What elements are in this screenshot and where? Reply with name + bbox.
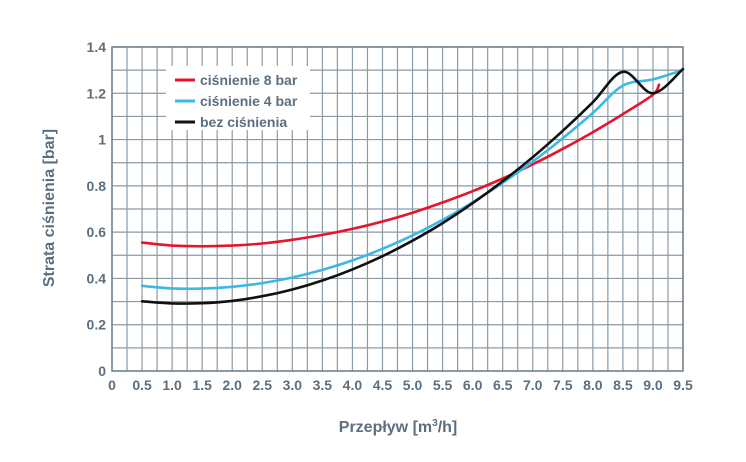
y-axis-ticks: 0 0.2 0.4 0.6 0.8 1 1.2 1.4 — [87, 39, 107, 379]
series-layer — [140, 67, 685, 305]
x-tick-label: 0 — [108, 377, 116, 393]
legend-label-8bar: ciśnienie 8 bar — [200, 72, 298, 88]
x-axis-title: Przepływ [m3/h] — [339, 418, 457, 436]
series-line-0 — [140, 83, 661, 248]
y-tick-label: 0.2 — [87, 317, 107, 333]
x-tick-label: 8.0 — [583, 377, 603, 393]
legend-background — [166, 66, 310, 130]
x-tick-label: 1.5 — [192, 377, 212, 393]
x-tick-label: 7.0 — [523, 377, 543, 393]
legend-label-no-pressure: bez ciśnienia — [200, 114, 287, 130]
x-tick-label: 4.5 — [373, 377, 393, 393]
x-tick-label: 2.0 — [222, 377, 242, 393]
y-tick-label: 1.4 — [87, 39, 107, 55]
x-tick-label: 9.5 — [673, 377, 693, 393]
legend-label-4bar: ciśnienie 4 bar — [200, 93, 298, 109]
y-tick-label: 1.2 — [87, 85, 107, 101]
legend: ciśnienie 8 bar ciśnienie 4 bar bez ciśn… — [166, 66, 310, 130]
x-tick-label: 0.5 — [132, 377, 152, 393]
x-tick-label: 5.0 — [403, 377, 423, 393]
y-tick-label: 0.4 — [87, 270, 107, 286]
x-tick-label: 1.0 — [162, 377, 182, 393]
x-tick-label: 8.5 — [613, 377, 633, 393]
y-tick-label: 0.8 — [87, 178, 107, 194]
x-tick-label: 6.5 — [493, 377, 513, 393]
x-tick-label: 7.5 — [553, 377, 573, 393]
x-tick-label: 4.0 — [343, 377, 363, 393]
x-tick-label: 6.0 — [463, 377, 483, 393]
series-line-2 — [140, 67, 685, 305]
x-axis-ticks: 0 0.5 1.0 1.5 2.0 2.5 3.0 3.5 4.0 4.5 5.0 5.5 6.0 6.5… — [108, 377, 693, 393]
x-tick-label: 3.5 — [313, 377, 333, 393]
x-tick-label: 3.0 — [283, 377, 303, 393]
y-axis-title: Strata ciśnienia [bar] — [41, 129, 58, 287]
y-tick-label: 1 — [98, 132, 106, 148]
x-tick-label: 9.0 — [643, 377, 663, 393]
x-tick-label: 5.5 — [433, 377, 453, 393]
y-tick-label: 0 — [98, 363, 106, 379]
series-line-1 — [140, 68, 685, 291]
plot-border — [111, 46, 684, 372]
y-tick-label: 0.6 — [87, 224, 107, 240]
x-tick-label: 2.5 — [253, 377, 273, 393]
